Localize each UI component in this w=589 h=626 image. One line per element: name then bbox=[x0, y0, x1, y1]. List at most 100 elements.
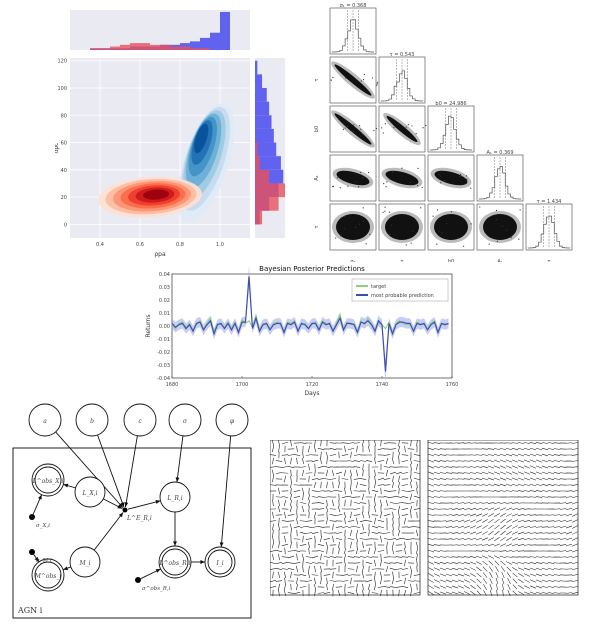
pgm-arrowhead bbox=[219, 542, 224, 548]
pgm-arrowhead bbox=[117, 504, 123, 509]
pgm-edge bbox=[220, 435, 232, 548]
pgm-edge bbox=[125, 435, 138, 508]
corner-scatter-point bbox=[421, 186, 423, 189]
corner-scatter-point bbox=[425, 124, 427, 127]
pgm-node-inner-ring bbox=[34, 466, 62, 494]
kde-marginal-x-bar-red bbox=[180, 46, 190, 50]
pgm-node-label: φ bbox=[230, 418, 235, 425]
pgm-fixed-label: σ_M,i bbox=[36, 558, 52, 564]
line-legend-box bbox=[351, 278, 449, 302]
corner-scatter-point bbox=[344, 228, 346, 230]
pgm-fixed-node bbox=[135, 577, 141, 583]
posterior-predictions-chart: Bayesian Posterior Predictions 0.04 0.03 0.… bbox=[145, 264, 459, 397]
corner-title: A₁ = 0.369 bbox=[486, 150, 513, 156]
pgm-arrowhead bbox=[155, 500, 161, 504]
pgm-arrowhead bbox=[175, 477, 180, 483]
corner-scatter-point bbox=[438, 230, 440, 232]
kde-marginal-x-bar-red bbox=[150, 44, 160, 50]
corner-scatter-point bbox=[401, 167, 403, 169]
corner-scatter-point bbox=[412, 230, 414, 232]
corner-scatter-point bbox=[440, 182, 442, 184]
corner-scatter-point bbox=[344, 127, 346, 129]
corner-scatter-point bbox=[393, 127, 395, 129]
pgm-node-label: I_i bbox=[215, 560, 223, 567]
corner-scatter-point bbox=[438, 173, 440, 175]
kde-xtick-label: 1.0 bbox=[216, 242, 224, 248]
pgm-edge bbox=[93, 512, 124, 551]
pgm-edge bbox=[176, 435, 184, 483]
pgm-edge bbox=[127, 500, 161, 510]
corner-scatter-point bbox=[519, 209, 521, 211]
corner-scatter-point bbox=[336, 177, 339, 179]
corner-scatter-point bbox=[417, 184, 419, 187]
kde-marginal-x-bar-red bbox=[170, 46, 180, 50]
pgm-node-label: L^obs_R,i bbox=[159, 560, 191, 567]
line-ytick-label: 0.01 bbox=[159, 311, 170, 317]
kde-marginal-x-bar-red bbox=[190, 48, 200, 50]
corner-scatter-point bbox=[411, 125, 413, 127]
corner-scatter-point bbox=[462, 245, 465, 247]
line-ytick-label: 0.00 bbox=[159, 324, 170, 330]
pgm-edge bbox=[97, 434, 125, 508]
pgm-fixed-node bbox=[29, 549, 35, 555]
pgm-arrowhead bbox=[124, 502, 129, 508]
corner-scatter-point bbox=[346, 125, 349, 127]
corner-scatter-point bbox=[376, 81, 378, 83]
corner-scatter-point bbox=[358, 223, 361, 225]
corner-scatter-point bbox=[365, 243, 367, 245]
vf-random-field bbox=[269, 439, 421, 597]
kde-marginal-y-bar-blue bbox=[255, 60, 258, 75]
corner-scatter-point bbox=[417, 167, 419, 169]
corner-scatter-point bbox=[436, 243, 438, 245]
kde-marginal-y-bar-blue bbox=[255, 74, 263, 88]
kde-marginal-y-bar-red bbox=[255, 169, 270, 184]
corner-scatter-point bbox=[501, 225, 503, 227]
kde-marginal-y-bar-red bbox=[255, 183, 288, 198]
pgm-node bbox=[75, 403, 109, 437]
line-ytick-label: 0.02 bbox=[159, 298, 170, 304]
corner-scatter-point bbox=[488, 243, 490, 245]
corner-scatter-point bbox=[409, 181, 411, 184]
corner-scatter-point bbox=[384, 123, 386, 125]
vector-fields-panel bbox=[269, 439, 582, 600]
corner-scatter-point bbox=[347, 185, 349, 187]
corner-scatter-point bbox=[495, 209, 498, 212]
pgm-node-label: M^obs_i bbox=[34, 573, 62, 580]
corner-scatter-point bbox=[441, 232, 443, 234]
corner-scatter-point bbox=[342, 128, 344, 130]
corner-scatter-point bbox=[446, 223, 448, 225]
corner-title: τ = 0.543 bbox=[390, 52, 415, 58]
pgm-node bbox=[123, 403, 157, 437]
kde-marginal-y-bar-blue bbox=[255, 101, 270, 116]
pgm-node bbox=[159, 481, 191, 513]
pgm-node bbox=[74, 476, 106, 508]
line-legend-label: target bbox=[371, 284, 386, 290]
pgm-node bbox=[168, 403, 202, 437]
corner-plot-chart: σ₁ = 0.368 τ τ = 0.543 b0 b0 = 24.986 A₁ A₁ = … bbox=[314, 3, 573, 265]
kde-ytick-label: 0 bbox=[64, 222, 67, 228]
corner-scatter-point bbox=[382, 132, 384, 134]
pgm-node-label: a bbox=[43, 418, 47, 425]
corner-scatter-point bbox=[384, 210, 386, 212]
corner-density-core bbox=[334, 113, 372, 145]
posterior-predictions-panel: Bayesian Posterior Predictions 0.04 0.03 0.… bbox=[140, 262, 460, 402]
pgm-node-label: L_R,i bbox=[166, 495, 182, 502]
graphical-model-diagram: AGN i a b c σ φ L_X,i L_R,i M_i L^obs_X,i M^obs_i L… bbox=[12, 403, 252, 619]
corner-scatter-point bbox=[357, 186, 360, 188]
pgm-node-inner-ring bbox=[207, 549, 233, 575]
corner-scatter-point bbox=[382, 211, 384, 213]
kde-contour-blue bbox=[194, 123, 209, 154]
corner-xlabel: τ bbox=[547, 259, 550, 262]
kde-marginal-x-bar-blue bbox=[190, 41, 200, 50]
corner-scatter-point bbox=[470, 223, 472, 225]
pgm-node bbox=[158, 545, 192, 579]
line-legend-label: most probable prediction bbox=[371, 293, 434, 299]
pgm-arrowhead bbox=[173, 541, 177, 546]
line-xtick-label: 1700 bbox=[236, 382, 249, 388]
corner-density-core bbox=[434, 170, 468, 186]
corner-scatter-point bbox=[465, 175, 468, 177]
pgm-fixed-node bbox=[29, 514, 35, 520]
line-xtick-label: 1760 bbox=[446, 382, 459, 388]
kde-ytick-label: 60 bbox=[61, 141, 67, 147]
pgm-arrowhead bbox=[118, 512, 124, 518]
